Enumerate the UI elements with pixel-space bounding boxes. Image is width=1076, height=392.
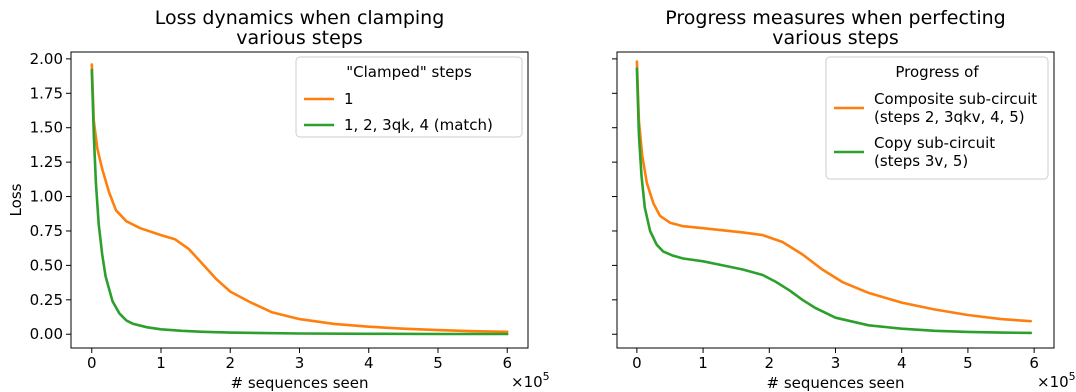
chart-title: Loss dynamics when clamping [155, 7, 445, 29]
y-tick-label: 0.50 [30, 256, 63, 274]
series-line-2 [90, 68, 509, 336]
legend-entry-label: Copy sub-circuit [874, 134, 995, 152]
x-tick-label: 0 [87, 354, 97, 372]
legend-entry-label: Composite sub-circuit [874, 90, 1037, 108]
legend-title: Progress of [895, 63, 979, 81]
x-tick-label: 6 [502, 354, 512, 372]
legend-entry-label: (steps 2, 3qkv, 4, 5) [874, 108, 1025, 126]
x-tick-label: 6 [1029, 354, 1039, 372]
y-tick-label: 1.75 [30, 84, 63, 102]
series-line-1 [635, 60, 1033, 323]
legend-box [295, 56, 523, 138]
x-tick-label: 4 [897, 354, 907, 372]
legend-entry-label: 1 [344, 90, 354, 108]
series-line-1 [90, 63, 509, 334]
x-offset-multiplier: ×105 [1037, 370, 1076, 391]
x-tick-label: 3 [831, 354, 841, 372]
y-tick-label: 1.50 [30, 119, 63, 137]
chart-title: various steps [772, 27, 899, 49]
y-axis-label: Loss [7, 183, 25, 216]
x-axis-label: # sequences seen [767, 374, 905, 392]
y-tick-label: 0.25 [30, 291, 63, 309]
y-tick-label: 2.00 [30, 50, 63, 68]
x-tick-label: 4 [364, 354, 374, 372]
legend-title: "Clamped" steps [346, 63, 472, 81]
x-tick-label: 0 [632, 354, 642, 372]
x-tick-label: 1 [698, 354, 708, 372]
y-tick-label: 0.00 [30, 325, 63, 343]
chart-title: various steps [236, 27, 363, 49]
x-tick-label: 1 [156, 354, 166, 372]
x-axis-label: # sequences seen [231, 374, 369, 392]
legend-entry-label: 1, 2, 3qk, 4 (match) [344, 116, 493, 134]
y-tick-label: 1.00 [30, 188, 63, 206]
x-tick-label: 2 [765, 354, 775, 372]
x-offset-exponent: 5 [1069, 370, 1076, 383]
series-line-2 [635, 67, 1033, 335]
y-tick-label: 1.25 [30, 153, 63, 171]
y-tick-label: 0.75 [30, 222, 63, 240]
x-offset-multiplier: ×105 [511, 370, 550, 391]
x-tick-label: 2 [225, 354, 235, 372]
chart-2: Progress measures when perfectingvarious… [612, 7, 1076, 392]
legend-box [825, 56, 1049, 180]
x-tick-label: 5 [963, 354, 973, 372]
x-offset-exponent: 5 [543, 370, 550, 383]
x-tick-label: 3 [295, 354, 305, 372]
x-tick-label: 5 [433, 354, 443, 372]
chart-title: Progress measures when perfecting [665, 7, 1006, 29]
legend-entry-label: (steps 3v, 5) [874, 152, 968, 170]
